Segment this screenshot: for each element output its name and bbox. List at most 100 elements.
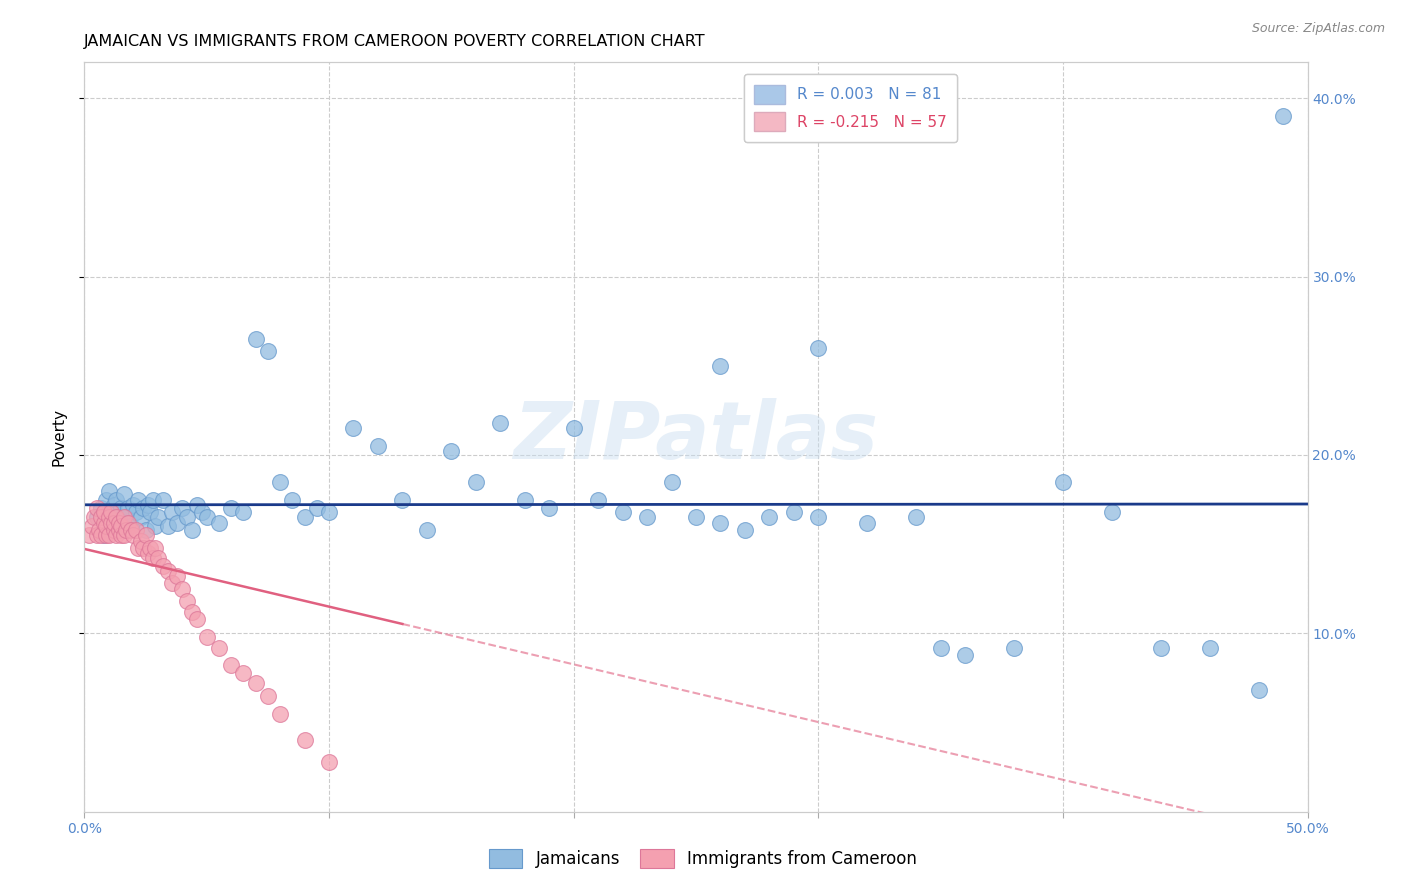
Point [115,523,138,537]
Point [97,483,120,498]
Point [77,528,100,542]
Point [181,605,204,619]
Text: JAMAICAN VS IMMIGRANTS FROM CAMEROON POVERTY CORRELATION CHART: JAMAICAN VS IMMIGRANTS FROM CAMEROON POV… [84,34,706,49]
Point [929,640,952,655]
Point [513,492,536,507]
Point [132,501,155,516]
Point [661,475,683,489]
Point [953,648,976,662]
Point [122,528,145,542]
Point [709,359,731,373]
Point [181,523,204,537]
Point [156,519,179,533]
Point [127,492,149,507]
Point [110,528,132,542]
Point [318,755,340,769]
Point [1247,683,1270,698]
Point [186,612,208,626]
Point [1101,505,1123,519]
Point [117,516,139,530]
Point [132,541,155,555]
Point [100,516,122,530]
Point [105,492,128,507]
Point [112,528,135,542]
Point [1198,640,1220,655]
Point [257,689,280,703]
Point [166,516,188,530]
Y-axis label: Poverty: Poverty [51,408,66,467]
Point [208,516,231,530]
Point [245,676,267,690]
Point [172,501,194,516]
Point [86,510,108,524]
Point [96,528,118,542]
Point [489,416,512,430]
Point [135,523,157,537]
Point [305,501,328,516]
Point [122,498,145,512]
Point [100,516,122,530]
Point [97,528,120,542]
Point [294,510,316,524]
Point [464,475,486,489]
Point [232,505,254,519]
Point [152,492,174,507]
Point [208,640,231,655]
Point [103,516,125,530]
Point [143,519,166,533]
Point [612,505,634,519]
Point [115,510,138,524]
Point [117,501,139,516]
Legend: R = 0.003   N = 81, R = -0.215   N = 57: R = 0.003 N = 81, R = -0.215 N = 57 [744,74,957,142]
Point [245,332,267,346]
Point [269,706,291,721]
Point [143,541,166,555]
Point [107,523,129,537]
Point [87,523,110,537]
Point [257,344,280,359]
Point [129,533,152,548]
Point [90,528,112,542]
Point [586,492,609,507]
Point [86,501,108,516]
Point [1272,109,1295,123]
Point [318,505,340,519]
Point [709,516,731,530]
Point [1002,640,1025,655]
Point [80,519,103,533]
Point [93,528,115,542]
Point [294,733,316,747]
Point [127,541,149,555]
Point [100,505,122,519]
Point [281,492,304,507]
Point [103,498,125,512]
Legend: Jamaicans, Immigrants from Cameroon: Jamaicans, Immigrants from Cameroon [482,842,924,875]
Point [93,505,115,519]
Point [166,569,188,583]
Point [342,421,364,435]
Point [125,505,148,519]
Point [146,510,169,524]
Point [195,510,218,524]
Point [1052,475,1074,489]
Point [125,523,148,537]
Point [562,421,585,435]
Point [107,510,129,524]
Point [219,658,242,673]
Point [93,516,115,530]
Point [176,594,198,608]
Point [905,510,928,524]
Point [110,519,132,533]
Point [112,510,135,524]
Point [103,523,125,537]
Point [105,510,128,524]
Point [219,501,242,516]
Point [86,528,108,542]
Point [538,501,561,516]
Point [232,665,254,680]
Point [110,501,132,516]
Point [156,564,179,578]
Point [367,439,389,453]
Point [195,630,218,644]
Point [146,551,169,566]
